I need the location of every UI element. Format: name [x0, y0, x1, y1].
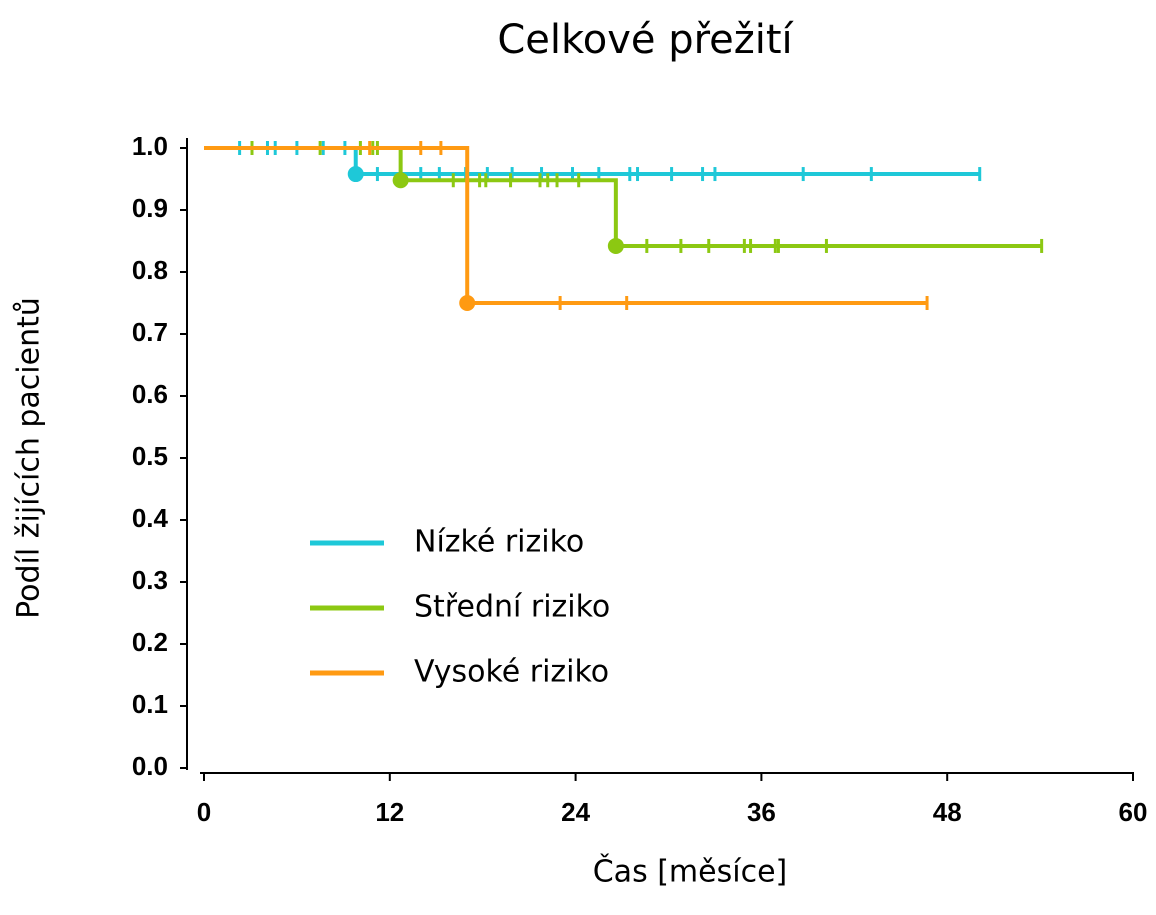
event-dot — [347, 166, 364, 183]
legend-label: Střední riziko — [414, 590, 610, 625]
y-tick-label: 0.1 — [132, 689, 168, 719]
y-axis-label: Podíl žijících pacientů — [12, 297, 47, 619]
legend-label: Nízké riziko — [414, 525, 584, 560]
event-dot — [607, 237, 624, 254]
x-tick-label: 12 — [375, 797, 404, 827]
y-tick-label: 1.0 — [132, 131, 168, 161]
y-tick-label: 0.4 — [132, 503, 169, 533]
survival-line — [204, 146, 1042, 248]
y-tick-label: 0.8 — [132, 255, 168, 285]
y-tick-label: 0.0 — [132, 751, 168, 781]
survival-line — [204, 146, 928, 305]
event-dot — [392, 172, 409, 189]
x-tick-label: 0 — [197, 797, 211, 827]
legend-label: Vysoké riziko — [414, 655, 609, 690]
y-tick-label: 0.5 — [132, 441, 168, 471]
y-tick-label: 0.9 — [132, 193, 168, 223]
x-axis-label: Čas [měsíce] — [593, 853, 788, 890]
chart-title: Celkové přežití — [497, 17, 794, 63]
x-tick-label: 48 — [933, 797, 962, 827]
x-tick-label: 60 — [1119, 797, 1148, 827]
y-tick-label: 0.6 — [132, 379, 168, 409]
x-tick-label: 24 — [561, 797, 590, 827]
y-tick-label: 0.3 — [132, 565, 168, 595]
x-tick-label: 36 — [747, 797, 776, 827]
y-tick-label: 0.2 — [132, 627, 168, 657]
event-dot — [459, 295, 476, 311]
y-tick-label: 0.7 — [132, 317, 168, 347]
